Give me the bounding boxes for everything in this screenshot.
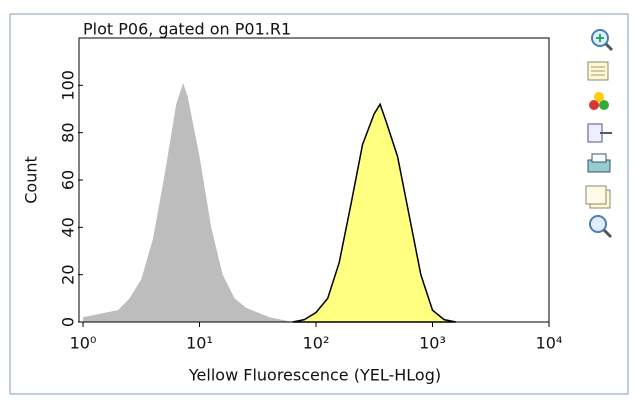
chart-title: Plot P06, gated on P01.R1 — [83, 20, 291, 39]
x-tick-label: 10¹ — [186, 334, 213, 353]
x-tick-label: 10⁴ — [536, 334, 563, 353]
x-axis-label: Yellow Fluorescence (YEL-HLog) — [188, 366, 441, 385]
plot-area — [83, 82, 456, 323]
x-tick-label: 10⁰ — [70, 334, 97, 353]
zoom-out-button[interactable] — [589, 215, 613, 239]
zoom-in-button[interactable] — [591, 29, 614, 52]
y-tick-label: 60 — [59, 170, 78, 190]
panel-frame — [9, 13, 629, 395]
y-axis-label: Count — [22, 156, 41, 204]
y-tick-label: 20 — [59, 264, 78, 284]
x-tick-label: 10³ — [419, 334, 446, 353]
y-tick-label: 0 — [59, 317, 78, 327]
print-button[interactable] — [587, 153, 611, 173]
x-tick-label: 10² — [303, 334, 330, 353]
color-button[interactable] — [589, 92, 609, 110]
histogram-area — [292, 102, 456, 323]
y-tick-label: 100 — [59, 70, 78, 101]
y-tick-label: 80 — [59, 122, 78, 142]
histogram-area — [83, 82, 293, 322]
y-tick-label: 40 — [59, 217, 78, 237]
toolbar — [585, 29, 614, 239]
report-button[interactable] — [587, 61, 609, 81]
gate-button[interactable] — [587, 123, 612, 143]
copy-button[interactable] — [585, 185, 611, 209]
